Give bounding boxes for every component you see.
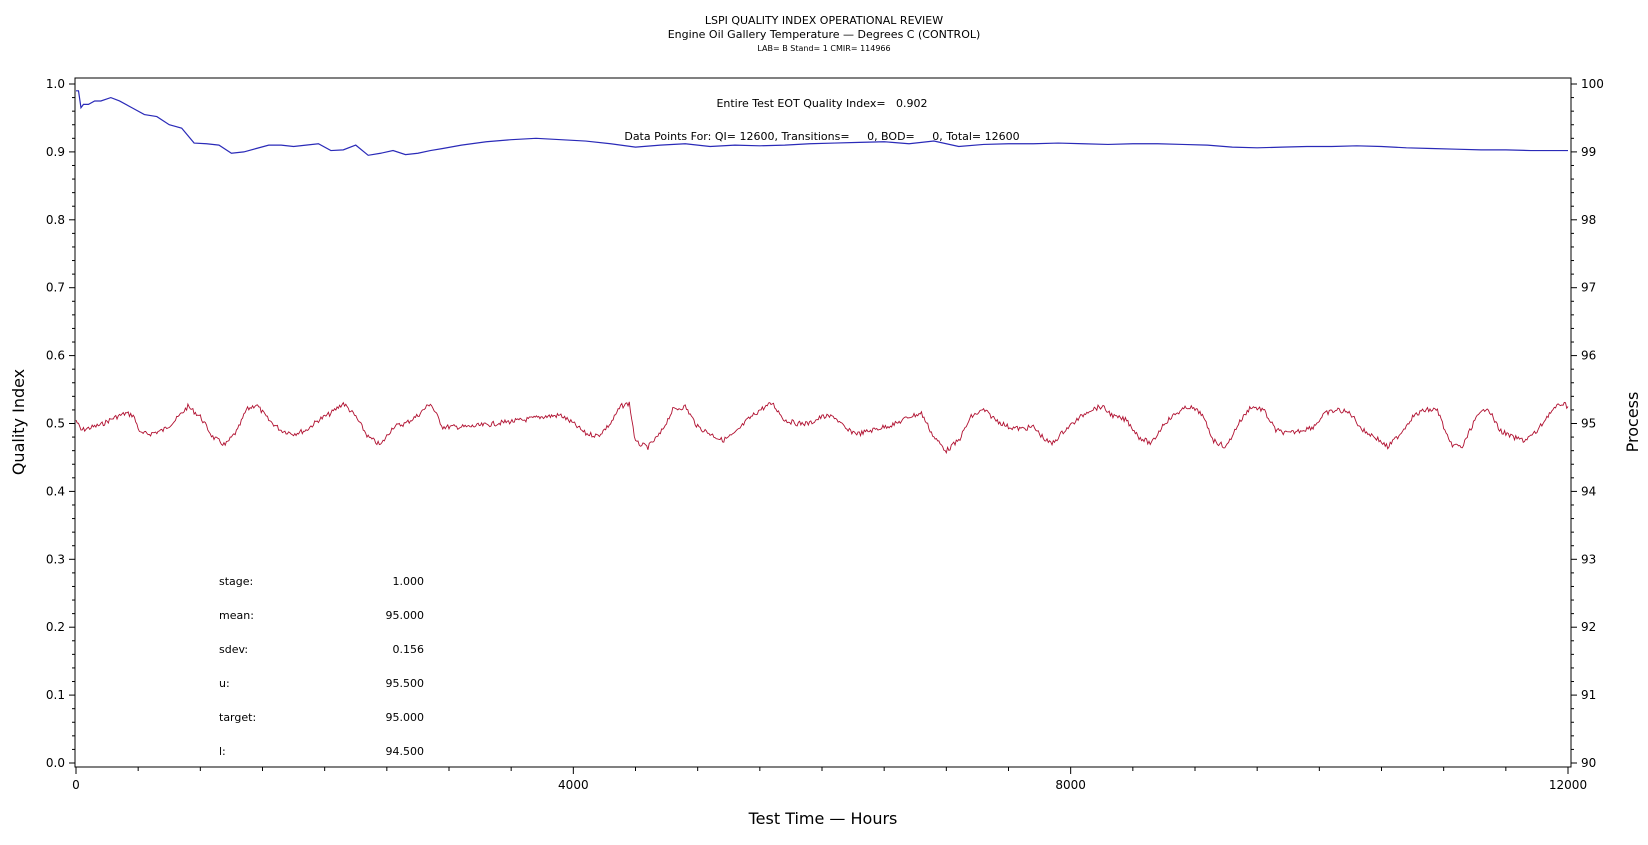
stat-value: 0.156 (393, 643, 425, 656)
stat-value: 95.000 (386, 711, 425, 724)
x-tick-label: 4000 (558, 778, 589, 792)
left-tick-label: 0.0 (46, 756, 65, 770)
left-tick-label: 0.3 (46, 552, 65, 566)
stat-value: 1.000 (393, 575, 425, 588)
left-tick-label: 0.1 (46, 688, 65, 702)
left-tick-label: 0.9 (46, 145, 65, 159)
stat-value: 95.000 (386, 609, 425, 622)
right-tick-label: 97 (1581, 281, 1596, 295)
right-tick-label: 91 (1581, 688, 1596, 702)
right-tick-label: 98 (1581, 213, 1596, 227)
stat-label: l: (219, 745, 226, 758)
process-series-line (75, 401, 1569, 455)
data-points-annotation: Data Points For: QI= 12600, Transitions=… (624, 130, 1019, 143)
right-tick-label: 92 (1581, 620, 1596, 634)
x-tick-label: 0 (72, 778, 80, 792)
right-tick-label: 99 (1581, 145, 1596, 159)
left-tick-label: 1.0 (46, 77, 65, 91)
quality-index-series-line (76, 90, 1568, 156)
x-tick-label: 8000 (1055, 778, 1086, 792)
left-tick-label: 0.2 (46, 620, 65, 634)
right-tick-label: 94 (1581, 484, 1596, 498)
chart-subtitle-2: LAB= B Stand= 1 CMIR= 114966 (757, 44, 890, 53)
x-tick-label: 12000 (1549, 778, 1587, 792)
left-axis-ticks: 0.0 0.1 0.2 0.3 0.4 0.5 0.6 0.7 0.8 0.9 1.0 (46, 77, 75, 770)
qi-annotation: Entire Test EOT Quality Index= 0.902 (716, 97, 927, 110)
left-tick-label: 0.6 (46, 349, 65, 363)
left-tick-label: 0.7 (46, 281, 65, 295)
series-layer (75, 90, 1569, 455)
y-axis-title-left: Quality Index (9, 369, 28, 475)
stat-value: 95.500 (386, 677, 425, 690)
chart-subtitle: Engine Oil Gallery Temperature — Degrees… (668, 28, 981, 41)
right-tick-label: 90 (1581, 756, 1596, 770)
right-tick-label: 93 (1581, 552, 1596, 566)
x-axis-title: Test Time — Hours (748, 809, 898, 828)
left-tick-label: 0.5 (46, 417, 65, 431)
stat-label: stage: (219, 575, 253, 588)
y-axis-title-right: Process (1623, 392, 1642, 453)
stat-label: target: (219, 711, 256, 724)
stats-block: stage: 1.000 mean: 95.000 sdev: 0.156 u: 95.500… (219, 575, 424, 758)
stat-label: u: (219, 677, 230, 690)
plot-frame (74, 77, 1572, 768)
right-tick-label: 100 (1581, 77, 1604, 91)
right-tick-label: 95 (1581, 417, 1596, 431)
chart-title: LSPI QUALITY INDEX OPERATIONAL REVIEW (705, 14, 943, 27)
stat-value: 94.500 (386, 745, 425, 758)
left-tick-label: 0.8 (46, 213, 65, 227)
right-axis-ticks: 90 91 92 93 94 95 96 97 98 99 100 (1571, 77, 1604, 770)
right-tick-label: 96 (1581, 349, 1596, 363)
x-axis-ticks: 0 4000 8000 12000 (72, 767, 1587, 792)
stat-label: mean: (219, 609, 254, 622)
stat-label: sdev: (219, 643, 248, 656)
left-tick-label: 0.4 (46, 484, 65, 498)
